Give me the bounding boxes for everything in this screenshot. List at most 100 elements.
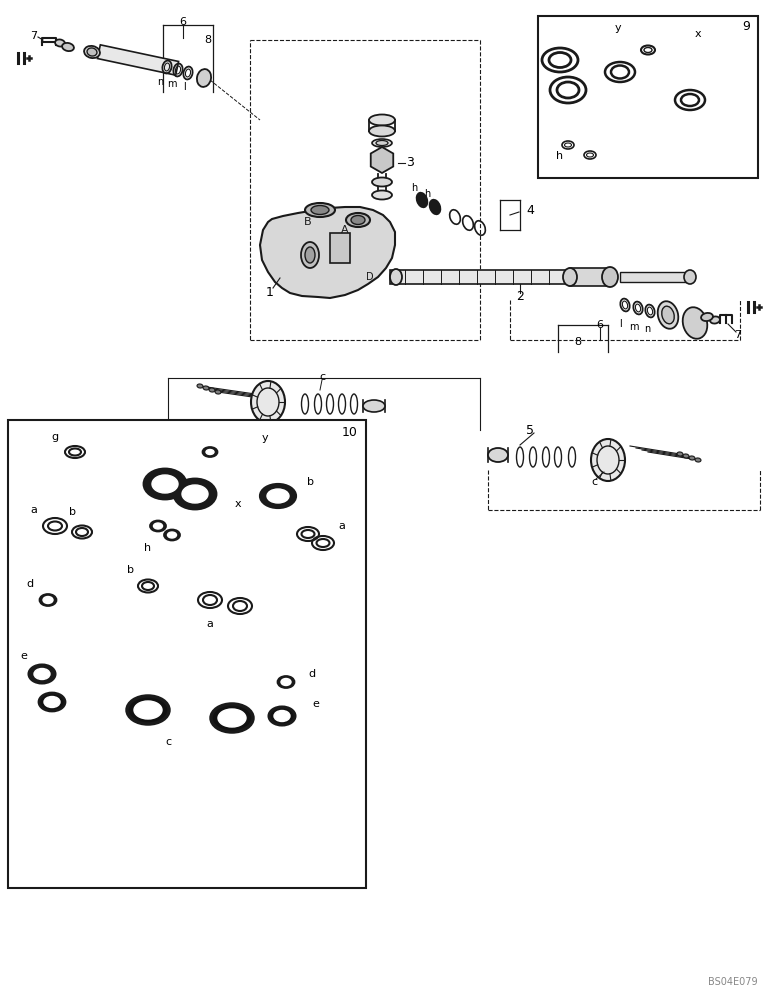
Ellipse shape [369, 114, 395, 125]
Ellipse shape [87, 48, 97, 56]
Ellipse shape [591, 439, 625, 481]
Text: e: e [313, 699, 320, 709]
Ellipse shape [390, 269, 402, 285]
Text: m: m [168, 79, 177, 89]
Text: h: h [424, 189, 430, 199]
Ellipse shape [203, 448, 217, 456]
Ellipse shape [689, 456, 695, 460]
Ellipse shape [430, 200, 440, 214]
Ellipse shape [376, 140, 388, 145]
Ellipse shape [168, 532, 177, 538]
Ellipse shape [351, 216, 365, 225]
Ellipse shape [658, 301, 679, 329]
Polygon shape [97, 45, 178, 75]
Polygon shape [260, 207, 395, 298]
Text: 2: 2 [516, 290, 524, 304]
Ellipse shape [62, 43, 74, 51]
Ellipse shape [684, 270, 696, 284]
Text: 7: 7 [734, 330, 742, 340]
Ellipse shape [369, 125, 395, 136]
Bar [538, 16, 758, 178]
Text: n: n [644, 324, 650, 334]
Text: h: h [411, 183, 417, 193]
Ellipse shape [145, 470, 185, 498]
Ellipse shape [211, 704, 253, 732]
Ellipse shape [55, 39, 65, 47]
Ellipse shape [34, 668, 50, 680]
Ellipse shape [269, 707, 295, 725]
Ellipse shape [206, 450, 214, 454]
Ellipse shape [175, 480, 215, 508]
Text: a: a [339, 521, 345, 531]
Polygon shape [330, 233, 350, 263]
Ellipse shape [311, 206, 329, 215]
Ellipse shape [134, 701, 162, 719]
Ellipse shape [677, 452, 683, 456]
Text: y: y [262, 433, 269, 443]
Text: b: b [306, 477, 313, 487]
Ellipse shape [203, 386, 209, 390]
Ellipse shape [164, 530, 180, 540]
Text: l: l [618, 319, 621, 329]
Ellipse shape [682, 307, 707, 339]
Text: 6: 6 [180, 17, 187, 27]
Ellipse shape [372, 178, 392, 186]
Text: 9: 9 [742, 19, 750, 32]
Text: B: B [304, 217, 312, 227]
Ellipse shape [695, 458, 701, 462]
Text: 7: 7 [30, 31, 38, 41]
Text: a: a [207, 619, 213, 629]
Ellipse shape [363, 400, 385, 412]
Ellipse shape [154, 523, 162, 529]
Text: b: b [127, 565, 134, 575]
Text: x: x [235, 499, 242, 509]
Text: y: y [615, 23, 621, 33]
Text: A: A [341, 225, 349, 235]
Ellipse shape [305, 203, 335, 217]
Text: 6: 6 [597, 320, 604, 330]
Text: l: l [183, 82, 185, 92]
Text: c: c [319, 372, 325, 382]
Text: h: h [557, 151, 564, 161]
Ellipse shape [563, 268, 577, 286]
Ellipse shape [488, 448, 508, 462]
Ellipse shape [278, 676, 294, 688]
Text: 8: 8 [205, 35, 212, 45]
Ellipse shape [662, 306, 674, 324]
Ellipse shape [281, 678, 291, 686]
Text: a: a [31, 505, 37, 515]
Ellipse shape [127, 696, 169, 724]
Ellipse shape [197, 69, 211, 87]
Ellipse shape [261, 485, 295, 507]
Ellipse shape [683, 454, 689, 458]
Ellipse shape [305, 247, 315, 263]
Ellipse shape [251, 381, 285, 423]
Ellipse shape [701, 313, 713, 321]
Ellipse shape [602, 267, 618, 287]
Text: 4: 4 [526, 204, 534, 217]
Text: 3: 3 [406, 156, 414, 169]
Ellipse shape [29, 665, 55, 683]
Ellipse shape [215, 390, 221, 394]
Ellipse shape [209, 388, 215, 392]
Ellipse shape [197, 384, 203, 388]
Text: 1: 1 [266, 286, 274, 298]
Ellipse shape [151, 521, 165, 531]
Ellipse shape [43, 596, 53, 603]
Text: 5: 5 [526, 424, 534, 436]
Polygon shape [570, 268, 610, 286]
Ellipse shape [710, 316, 720, 324]
Text: D: D [366, 272, 374, 282]
Ellipse shape [372, 139, 392, 147]
Text: d: d [309, 669, 316, 679]
Text: g: g [52, 432, 59, 442]
Ellipse shape [44, 696, 60, 708]
Text: c: c [165, 737, 171, 747]
Text: m: m [629, 322, 638, 332]
Polygon shape [390, 270, 570, 284]
Ellipse shape [301, 242, 319, 268]
Ellipse shape [417, 193, 427, 207]
Ellipse shape [274, 710, 290, 722]
Text: b: b [69, 507, 76, 517]
Polygon shape [620, 272, 690, 282]
